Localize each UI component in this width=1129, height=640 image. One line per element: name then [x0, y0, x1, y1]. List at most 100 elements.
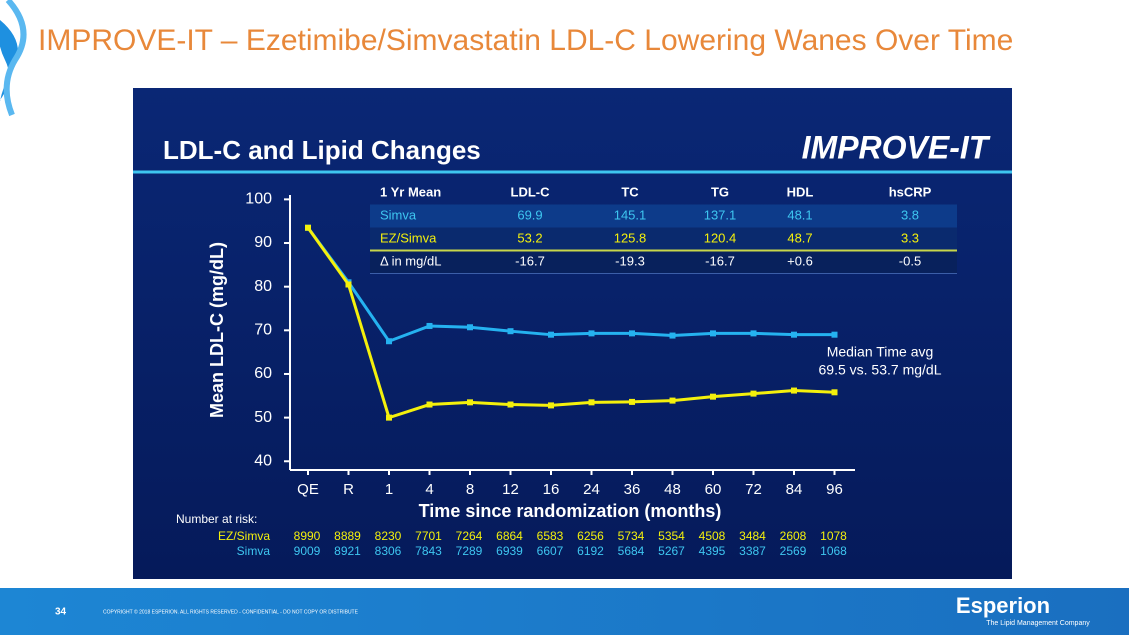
x-tick-label: 48 [664, 481, 681, 498]
point [750, 390, 757, 397]
x-tick-label: 72 [745, 481, 762, 498]
table-row [370, 227, 957, 251]
table-header: HDL [787, 184, 814, 199]
x-tick-label: R [343, 481, 354, 498]
x-tick-label: 1 [385, 481, 393, 498]
table-header: TC [621, 184, 639, 199]
risk-count: 1068 [820, 544, 847, 558]
y-tick-label: 90 [254, 234, 272, 251]
y-tick-label: 70 [254, 322, 272, 339]
series-line [306, 226, 835, 344]
risk-count: 7701 [415, 529, 442, 543]
y-tick-label: 60 [254, 365, 272, 382]
table-cell: 3.3 [901, 230, 919, 245]
risk-count: 5684 [618, 544, 645, 558]
annotation: Median Time avg [827, 344, 934, 360]
table-cell: Simva [380, 207, 417, 222]
risk-count: 4508 [699, 529, 726, 543]
risk-count: 6192 [577, 544, 604, 558]
point [629, 330, 635, 337]
point [831, 331, 838, 338]
copyright: COPYRIGHT © 2018 ESPERION. ALL RIGHTS RE… [103, 608, 359, 615]
risk-count: 7264 [456, 529, 483, 543]
table-cell: EZ/Simva [380, 230, 437, 245]
table-cell: 69.9 [517, 207, 542, 222]
point [710, 330, 716, 337]
point [426, 401, 433, 408]
risk-count: 6583 [537, 529, 564, 543]
risk-count: 2569 [780, 544, 807, 558]
y-tick-label: 100 [245, 191, 272, 208]
table-cell: Δ in mg/dL [380, 253, 441, 268]
table-header: TG [711, 184, 729, 199]
table-cell: 48.7 [787, 230, 812, 245]
risk-count: 7289 [456, 544, 483, 558]
chart-title: LDL-C and Lipid Changes [163, 135, 481, 165]
x-tick-label: 4 [425, 481, 433, 498]
point [669, 397, 676, 404]
table-row [370, 204, 957, 228]
risk-count: 5734 [618, 529, 645, 543]
x-tick-label: 60 [705, 481, 722, 498]
y-tick-label: 50 [254, 409, 272, 426]
footer [0, 588, 1129, 635]
risk-count: 3484 [739, 529, 766, 543]
point [507, 401, 514, 408]
x-tick-label: 36 [624, 481, 641, 498]
series-line [306, 226, 835, 420]
x-tick-label: 8 [466, 481, 474, 498]
risk-count: 6607 [537, 544, 564, 558]
point [669, 332, 676, 339]
x-tick-label: 96 [826, 481, 843, 498]
risk-count: 9009 [294, 544, 321, 558]
table-cell: -0.5 [899, 253, 921, 268]
page-number: 34 [55, 607, 67, 618]
x-tick-label: 12 [502, 481, 519, 498]
point [507, 328, 514, 335]
risk-count: 8889 [334, 529, 361, 543]
risk-row-name: EZ/Simva [218, 529, 270, 543]
risk-count: 6256 [577, 529, 604, 543]
table-cell: 125.8 [614, 230, 647, 245]
point [588, 330, 595, 337]
x-axis-label: Time since randomization (months) [419, 501, 722, 521]
risk-count: 1078 [820, 529, 847, 543]
table-cell: -19.3 [615, 253, 645, 268]
point [426, 322, 433, 329]
table-cell: 3.8 [901, 207, 919, 222]
risk-count: 8921 [334, 544, 361, 558]
point [710, 393, 716, 400]
risk-count: 2608 [780, 529, 807, 543]
trial-logo: IMPROVE-IT [802, 129, 991, 165]
company-tagline: The Lipid Management Company [986, 620, 1090, 627]
risk-count: 4395 [699, 544, 726, 558]
risk-row-name: Simva [237, 544, 271, 558]
ribbon [0, 20, 18, 130]
ribbon [3, 0, 27, 117]
point [831, 389, 838, 396]
point [588, 399, 595, 406]
risk-count: 5267 [658, 544, 685, 558]
x-tick-label: 24 [583, 481, 600, 498]
table-header: LDL-C [511, 184, 551, 199]
slide-title: IMPROVE-IT – Ezetimibe/Simvastatin LDL-C… [38, 24, 1013, 57]
point [791, 331, 797, 338]
risk-count: 8990 [294, 529, 321, 543]
risk-label: Number at risk: [176, 512, 257, 526]
point [548, 402, 554, 409]
y-axis-label: Mean LDL-C (mg/dL) [207, 242, 227, 418]
company-logo: Esperion [956, 593, 1050, 618]
table-cell: 120.4 [704, 230, 737, 245]
table-cell: +0.6 [787, 253, 813, 268]
point [791, 387, 797, 394]
risk-count: 8230 [375, 529, 402, 543]
point [629, 398, 635, 405]
x-tick-label: 84 [786, 481, 803, 498]
table-header: 1 Yr Mean [380, 184, 441, 199]
point [750, 330, 757, 337]
table-cell: 48.1 [787, 207, 812, 222]
point [386, 414, 392, 421]
table-cell: -16.7 [705, 253, 735, 268]
